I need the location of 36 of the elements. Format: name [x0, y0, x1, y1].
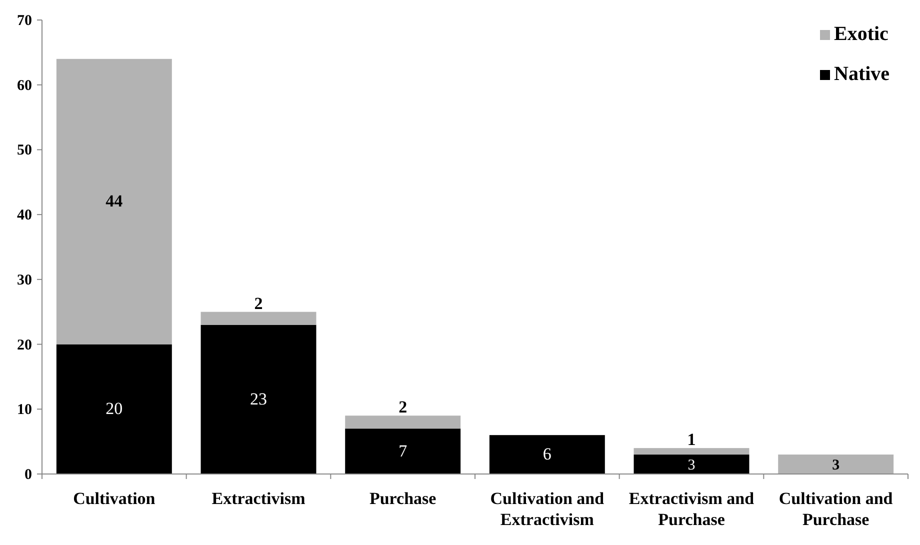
x-tick-label: Cultivation and Extractivism	[490, 489, 605, 529]
bar	[634, 454, 750, 474]
bar	[489, 435, 605, 474]
data-label: 7	[398, 441, 408, 460]
data-label: 23	[250, 389, 267, 408]
bar	[56, 58, 172, 344]
data-label: 2	[254, 294, 263, 313]
data-label: 6	[542, 444, 552, 464]
x-tick-label: Extractivism and Purchase	[628, 489, 755, 529]
x-tick-label: Purchase	[369, 489, 437, 508]
data-label: 1	[687, 430, 696, 450]
x-tick-label: Cultivation	[73, 489, 156, 508]
bar	[200, 324, 316, 474]
y-tick-label: 40	[17, 208, 32, 224]
bar	[778, 454, 894, 474]
legend-label: Exotic	[834, 23, 889, 45]
legend-label: Native	[834, 63, 890, 85]
bar	[200, 312, 316, 325]
y-tick-label: 60	[17, 78, 32, 94]
data-label: 3	[688, 457, 696, 474]
bar	[345, 428, 461, 474]
bar	[56, 344, 172, 474]
x-tick-label: Cultivation and Purchase	[778, 489, 894, 529]
data-label: 2	[398, 398, 408, 417]
y-tick-label: 20	[17, 337, 32, 354]
bar	[345, 416, 461, 429]
y-tick-label: 10	[17, 402, 32, 418]
data-label: 3	[832, 457, 840, 474]
data-label: 44	[106, 192, 124, 211]
y-tick-label: 0	[24, 467, 32, 483]
data-label: 20	[106, 399, 123, 418]
x-tick-label: Extractivism	[212, 489, 306, 508]
y-tick-label: 70	[17, 13, 32, 29]
y-tick-label: 30	[17, 272, 32, 288]
bar	[634, 448, 750, 455]
y-tick-label: 50	[17, 142, 32, 159]
